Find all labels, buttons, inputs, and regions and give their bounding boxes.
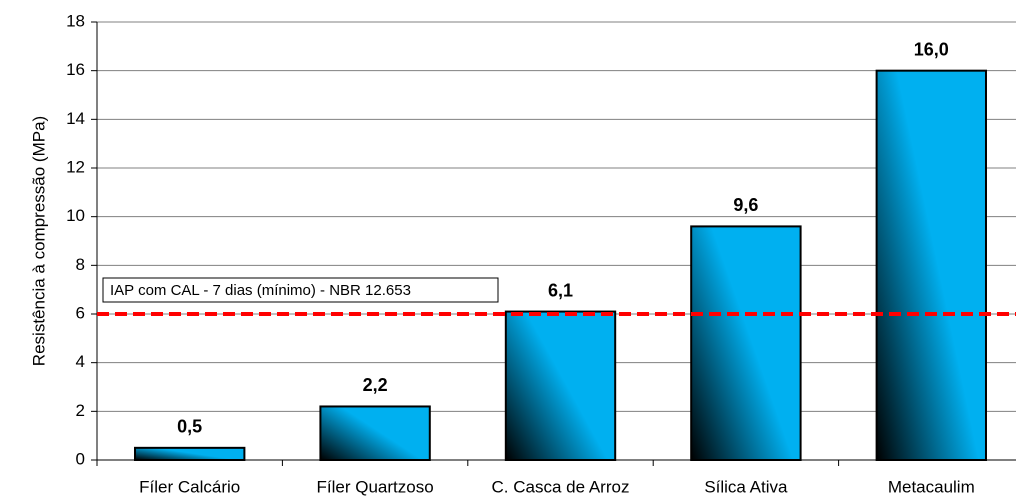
x-tick-label: Fíler Calcário [139,477,240,496]
y-tick-label: 2 [76,401,85,420]
y-tick-label: 14 [66,109,85,128]
y-axis-label: Resistência à compressão (MPa) [29,116,48,366]
y-tick-label: 8 [76,255,85,274]
y-tick-label: 6 [76,303,85,322]
data-label: 9,6 [733,195,758,215]
x-tick-label: Metacaulim [888,477,975,496]
bar [134,446,246,462]
x-tick-label: Fíler Quartzoso [317,477,434,496]
data-label: 16,0 [914,39,949,59]
y-tick-label: 16 [66,60,85,79]
y-tick-label: 10 [66,206,85,225]
y-tick-label: 18 [66,11,85,30]
bar [875,69,987,462]
annotation-box [102,277,499,303]
data-label: 0,5 [177,417,202,437]
x-tick-label: Sílica Ativa [704,477,788,496]
y-tick-label: 12 [66,157,85,176]
data-label: 6,1 [548,280,573,300]
y-tick-label: 0 [76,449,85,468]
data-label: 2,2 [363,375,388,395]
x-tick-label: C. Casca de Arroz [492,477,630,496]
y-tick-label: 4 [76,352,85,371]
bar [319,405,431,462]
annotation: IAP com CAL - 7 dias (mínimo) - NBR 12.6… [110,282,411,299]
bar [504,310,617,462]
bar [690,225,802,461]
